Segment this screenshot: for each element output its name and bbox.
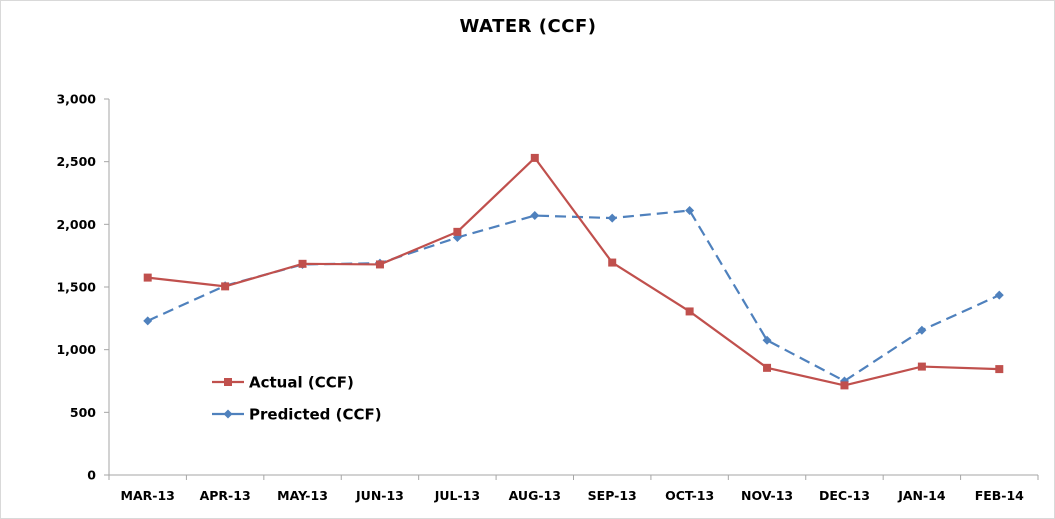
- x-tick-label: APR-13: [200, 488, 251, 503]
- x-tick-label: JUN-13: [355, 488, 404, 503]
- predicted-ccf-point: [994, 290, 1004, 300]
- actual-ccf-point: [685, 307, 694, 316]
- actual-ccf-point: [453, 227, 462, 236]
- x-tick-label: NOV-13: [741, 488, 793, 503]
- series-layer: [143, 153, 1004, 390]
- predicted-ccf-point: [607, 213, 617, 223]
- x-tick-label: AUG-13: [509, 488, 561, 503]
- actual-ccf-point: [298, 259, 307, 268]
- x-tick-label: SEP-13: [588, 488, 637, 503]
- actual-ccf-point: [530, 153, 539, 162]
- x-tick-label: JUL-13: [434, 488, 480, 503]
- predicted-ccf-series-line: [147, 209, 1000, 383]
- y-tick-label: 500: [70, 405, 96, 420]
- chart-title: WATER (CCF): [460, 16, 597, 37]
- actual-ccf-series-line: [147, 156, 1000, 387]
- actual-ccf-point: [608, 258, 617, 267]
- actual-ccf-point: [763, 363, 772, 372]
- legend: Actual (CCF) Predicted (CCF): [212, 374, 382, 424]
- x-tick-label: JAN-14: [897, 488, 946, 503]
- y-tick-label: 1,000: [56, 342, 96, 357]
- actual-ccf-point: [143, 273, 152, 282]
- actual-ccf-point: [995, 365, 1004, 374]
- actual-ccf-point: [221, 282, 230, 291]
- y-tick-label: 2,000: [56, 217, 96, 232]
- x-tick-label: DEC-13: [819, 488, 870, 503]
- predicted-ccf-point: [143, 316, 153, 326]
- x-tick-label: MAR-13: [121, 488, 175, 503]
- y-tick-label: 3,000: [56, 92, 96, 107]
- actual-ccf-point: [375, 260, 384, 269]
- y-tick-label: 0: [87, 468, 96, 483]
- legend-predicted-marker: [223, 409, 233, 419]
- predicted-ccf-point: [530, 211, 540, 221]
- x-tick-label: OCT-13: [665, 488, 714, 503]
- y-tick-label: 2,500: [56, 154, 96, 169]
- legend-actual-marker: [224, 378, 232, 386]
- actual-ccf-point: [840, 381, 849, 390]
- predicted-ccf-point: [685, 206, 695, 216]
- axes: 0 500 1,000 1,500 2,000 2,500 3,000 MAR-13 APR-1…: [56, 92, 1039, 503]
- x-tick-label: MAY-13: [277, 488, 328, 503]
- legend-actual-label: Actual (CCF): [249, 374, 354, 392]
- actual-ccf-point: [917, 362, 926, 371]
- legend-predicted-label: Predicted (CCF): [249, 406, 382, 424]
- x-tick-label: FEB-14: [975, 488, 1024, 503]
- predicted-ccf-point: [917, 325, 927, 335]
- predicted-ccf-point: [762, 335, 772, 345]
- y-tick-label: 1,500: [56, 280, 96, 295]
